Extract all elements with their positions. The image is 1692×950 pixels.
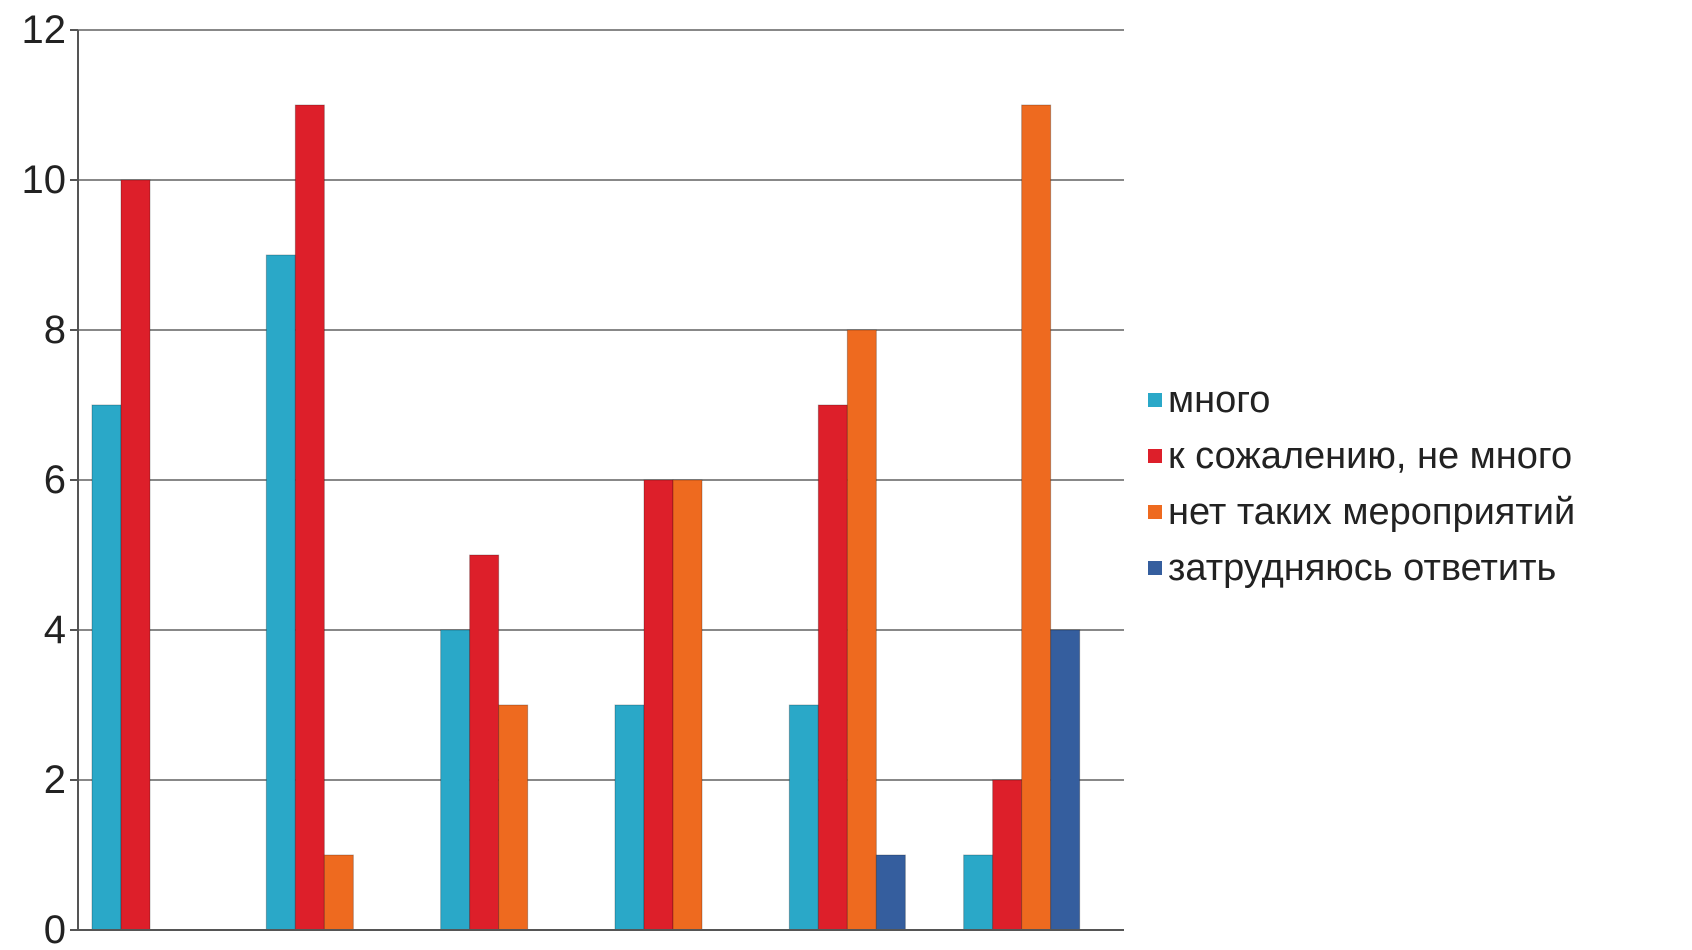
gridlines bbox=[78, 29, 1124, 781]
y-tick-label: 0 bbox=[44, 908, 66, 950]
y-tick-label: 10 bbox=[22, 158, 67, 202]
y-tick-label: 8 bbox=[44, 308, 66, 352]
bar bbox=[788, 704, 819, 931]
legend-item: много bbox=[1148, 372, 1575, 428]
bar bbox=[120, 179, 151, 931]
y-tick-label: 6 bbox=[44, 458, 66, 502]
bar bbox=[614, 704, 645, 931]
y-axis-tick-labels: 0 2 4 6 8 10 12 bbox=[22, 8, 78, 950]
y-tick-label: 12 bbox=[22, 8, 67, 52]
y-tick-label: 4 bbox=[44, 608, 66, 652]
bar bbox=[1050, 629, 1081, 931]
y-tick-label: 2 bbox=[44, 758, 66, 802]
bar bbox=[992, 779, 1023, 931]
bar bbox=[846, 329, 877, 931]
bar bbox=[875, 854, 906, 931]
legend-label: к сожалению, не много bbox=[1168, 434, 1573, 477]
bar bbox=[294, 104, 325, 931]
bar bbox=[91, 404, 122, 931]
bar bbox=[817, 404, 848, 931]
bar bbox=[963, 854, 994, 931]
legend-item: нет таких мероприятий bbox=[1148, 484, 1575, 540]
bar bbox=[672, 479, 703, 931]
legend-swatch bbox=[1148, 561, 1162, 575]
legend-item: к сожалению, не много bbox=[1148, 428, 1575, 484]
bar bbox=[498, 704, 529, 931]
legend-label: нет таких мероприятий bbox=[1168, 490, 1576, 533]
bar bbox=[643, 479, 674, 931]
legend-swatch bbox=[1148, 393, 1162, 407]
bar bbox=[440, 629, 471, 931]
bar bbox=[323, 854, 354, 931]
legend-swatch bbox=[1148, 449, 1162, 463]
legend-item: затрудняюсь ответить bbox=[1148, 540, 1575, 596]
chart-legend: много к сожалению, не много нет таких меро… bbox=[1148, 372, 1575, 596]
bar bbox=[469, 554, 500, 931]
bar bbox=[1021, 104, 1052, 931]
bar bbox=[265, 254, 296, 931]
legend-label: затрудняюсь ответить bbox=[1168, 546, 1557, 589]
bar-series bbox=[91, 104, 1081, 931]
legend-label: много bbox=[1168, 378, 1271, 421]
legend-swatch bbox=[1148, 505, 1162, 519]
